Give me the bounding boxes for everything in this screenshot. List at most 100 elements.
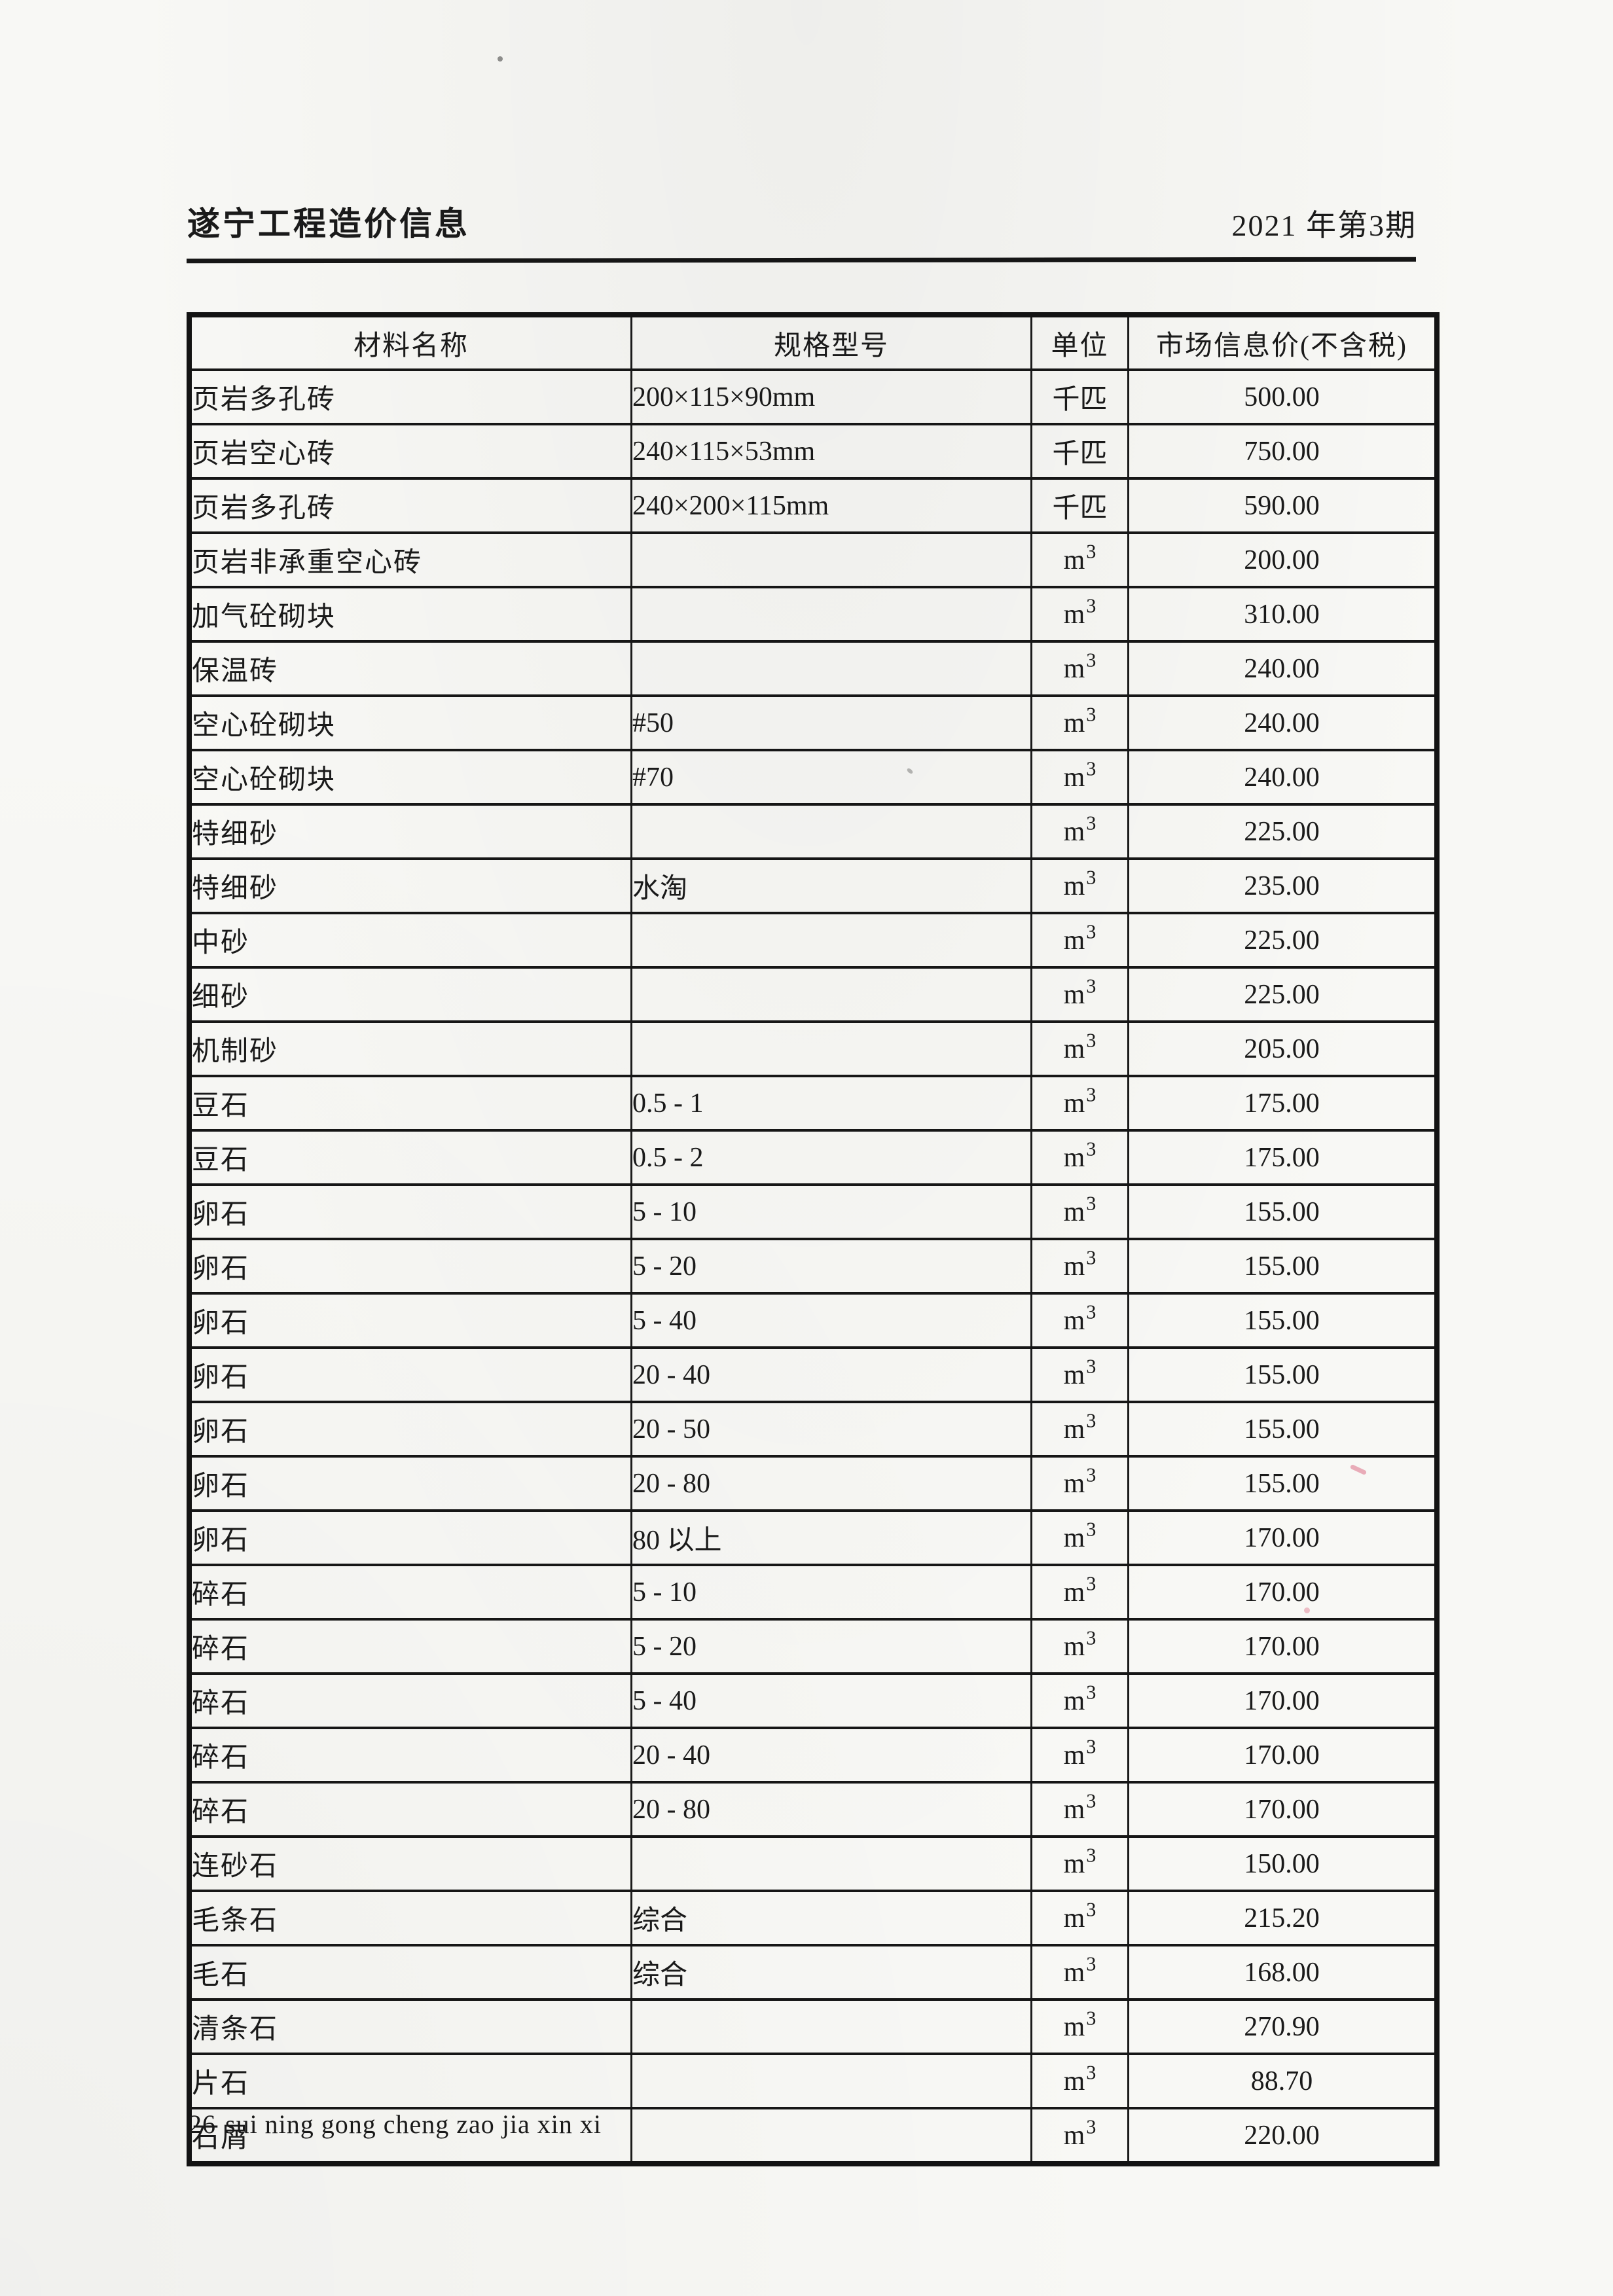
cell-price: 170.00 (1127, 1564, 1438, 1621)
cell-spec: 0.5 - 2 (630, 1129, 1032, 1186)
cell-material-name: 页岩多孔砖 (188, 368, 632, 425)
cell-price: 155.00 (1127, 1292, 1438, 1349)
cell-material-name: 碎石 (188, 1564, 632, 1621)
cell-unit: m3 (1030, 531, 1129, 588)
cell-material-name: 碎石 (188, 1781, 632, 1838)
cell-spec: 80 以上 (630, 1509, 1032, 1566)
cell-spec: 5 - 20 (630, 1618, 1032, 1675)
cell-price: 270.90 (1127, 1998, 1438, 2055)
cell-material-name: 页岩多孔砖 (188, 477, 632, 534)
cell-price: 155.00 (1127, 1346, 1438, 1403)
cell-spec (630, 966, 1032, 1023)
cell-unit: m3 (1030, 640, 1129, 697)
col-header-unit: 单位 (1030, 314, 1129, 371)
table-row: 碎石 5 - 40 m3 170.00 (188, 1672, 1438, 1729)
cell-material-name: 特细砂 (188, 857, 632, 914)
table-row: 页岩空心砖 240×115×53mm 千匹 750.00 (188, 423, 1438, 480)
cell-unit: 千匹 (1030, 423, 1129, 480)
cell-material-name: 碎石 (188, 1618, 632, 1675)
table-row: 卵石 80 以上 m3 170.00 (188, 1509, 1438, 1566)
table-row: 卵石 5 - 10 m3 155.00 (188, 1183, 1438, 1240)
cell-spec: 水淘 (630, 857, 1032, 914)
table-row: 加气砼砌块 m3 310.00 (188, 586, 1438, 643)
table-row: 卵石 20 - 80 m3 155.00 (188, 1455, 1438, 1512)
col-header-market-price: 市场信息价(不含税) (1127, 314, 1438, 371)
table-row: 细砂 m3 225.00 (188, 966, 1438, 1023)
cell-unit: 千匹 (1030, 477, 1129, 534)
cell-price: 150.00 (1127, 1835, 1438, 1892)
cell-spec: 0.5 - 1 (630, 1075, 1032, 1132)
cell-unit: m3 (1030, 1781, 1129, 1838)
cell-price: 88.70 (1127, 2053, 1438, 2109)
cell-material-name: 豆石 (188, 1075, 632, 1132)
cell-price: 240.00 (1127, 694, 1438, 751)
cell-unit: m3 (1030, 1020, 1129, 1077)
cell-material-name: 毛石 (188, 1944, 632, 2001)
cell-price: 170.00 (1127, 1781, 1438, 1838)
cell-unit: m3 (1030, 694, 1129, 751)
cell-material-name: 中砂 (188, 912, 632, 969)
table-row: 保温砖 m3 240.00 (188, 640, 1438, 697)
table-row: 碎石 5 - 20 m3 170.00 (188, 1618, 1438, 1675)
cell-unit: m3 (1030, 1183, 1129, 1240)
cell-spec (630, 2107, 1032, 2165)
cell-price: 240.00 (1127, 640, 1438, 697)
cell-spec: 综合 (630, 1944, 1032, 2001)
table-row: 卵石 5 - 40 m3 155.00 (188, 1292, 1438, 1349)
cell-unit: m3 (1030, 1075, 1129, 1132)
cell-material-name: 保温砖 (188, 640, 632, 697)
scan-speck (498, 56, 503, 62)
cell-material-name: 机制砂 (188, 1020, 632, 1077)
cell-unit: m3 (1030, 1727, 1129, 1784)
cell-price: 240.00 (1127, 749, 1438, 806)
cell-material-name: 页岩空心砖 (188, 423, 632, 480)
table-row: 碎石 5 - 10 m3 170.00 (188, 1564, 1438, 1621)
cell-material-name: 毛条石 (188, 1890, 632, 1946)
cell-unit: m3 (1030, 2107, 1129, 2165)
cell-unit: m3 (1030, 1455, 1129, 1512)
cell-material-name: 卵石 (188, 1346, 632, 1403)
cell-price: 155.00 (1127, 1238, 1438, 1295)
cell-price: 170.00 (1127, 1727, 1438, 1784)
cell-spec (630, 912, 1032, 969)
cell-price: 225.00 (1127, 966, 1438, 1023)
cell-spec (630, 803, 1032, 860)
cell-unit: m3 (1030, 1835, 1129, 1892)
table-row: 特细砂 水淘 m3 235.00 (188, 857, 1438, 914)
cell-price: 500.00 (1127, 368, 1438, 425)
cell-price: 175.00 (1127, 1075, 1438, 1132)
cell-price: 225.00 (1127, 912, 1438, 969)
cell-spec: 20 - 40 (630, 1346, 1032, 1403)
cell-price: 590.00 (1127, 477, 1438, 534)
table-row: 页岩非承重空心砖 m3 200.00 (188, 531, 1438, 588)
publication-title: 遂宁工程造价信息 (187, 206, 470, 242)
cell-price: 235.00 (1127, 857, 1438, 914)
col-header-spec: 规格型号 (630, 314, 1032, 371)
cell-material-name: 片石 (188, 2053, 632, 2109)
table-row: 特细砂 m3 225.00 (188, 803, 1438, 860)
cell-unit: m3 (1030, 1890, 1129, 1946)
cell-unit: m3 (1030, 749, 1129, 806)
cell-price: 170.00 (1127, 1618, 1438, 1675)
cell-spec: 240×115×53mm (630, 423, 1032, 480)
cell-price: 168.00 (1127, 1944, 1438, 2001)
cell-price: 170.00 (1127, 1509, 1438, 1566)
table-row: 卵石 20 - 40 m3 155.00 (188, 1346, 1438, 1403)
cell-spec (630, 1020, 1032, 1077)
cell-unit: m3 (1030, 966, 1129, 1023)
cell-material-name: 加气砼砌块 (188, 586, 632, 643)
cell-material-name: 卵石 (188, 1183, 632, 1240)
table-row: 中砂 m3 225.00 (188, 912, 1438, 969)
cell-unit: m3 (1030, 1944, 1129, 2001)
cell-unit: m3 (1030, 912, 1129, 969)
cell-price: 750.00 (1127, 423, 1438, 480)
table-row: 豆石 0.5 - 2 m3 175.00 (188, 1129, 1438, 1186)
cell-unit: 千匹 (1030, 368, 1129, 425)
table-row: 碎石 20 - 80 m3 170.00 (188, 1781, 1438, 1838)
cell-unit: m3 (1030, 1672, 1129, 1729)
cell-material-name: 空心砼砌块 (188, 694, 632, 751)
footer-pinyin: sui ning gong cheng zao jia xin xi (225, 2109, 602, 2139)
cell-unit: m3 (1030, 1401, 1129, 1458)
cell-unit: m3 (1030, 1998, 1129, 2055)
